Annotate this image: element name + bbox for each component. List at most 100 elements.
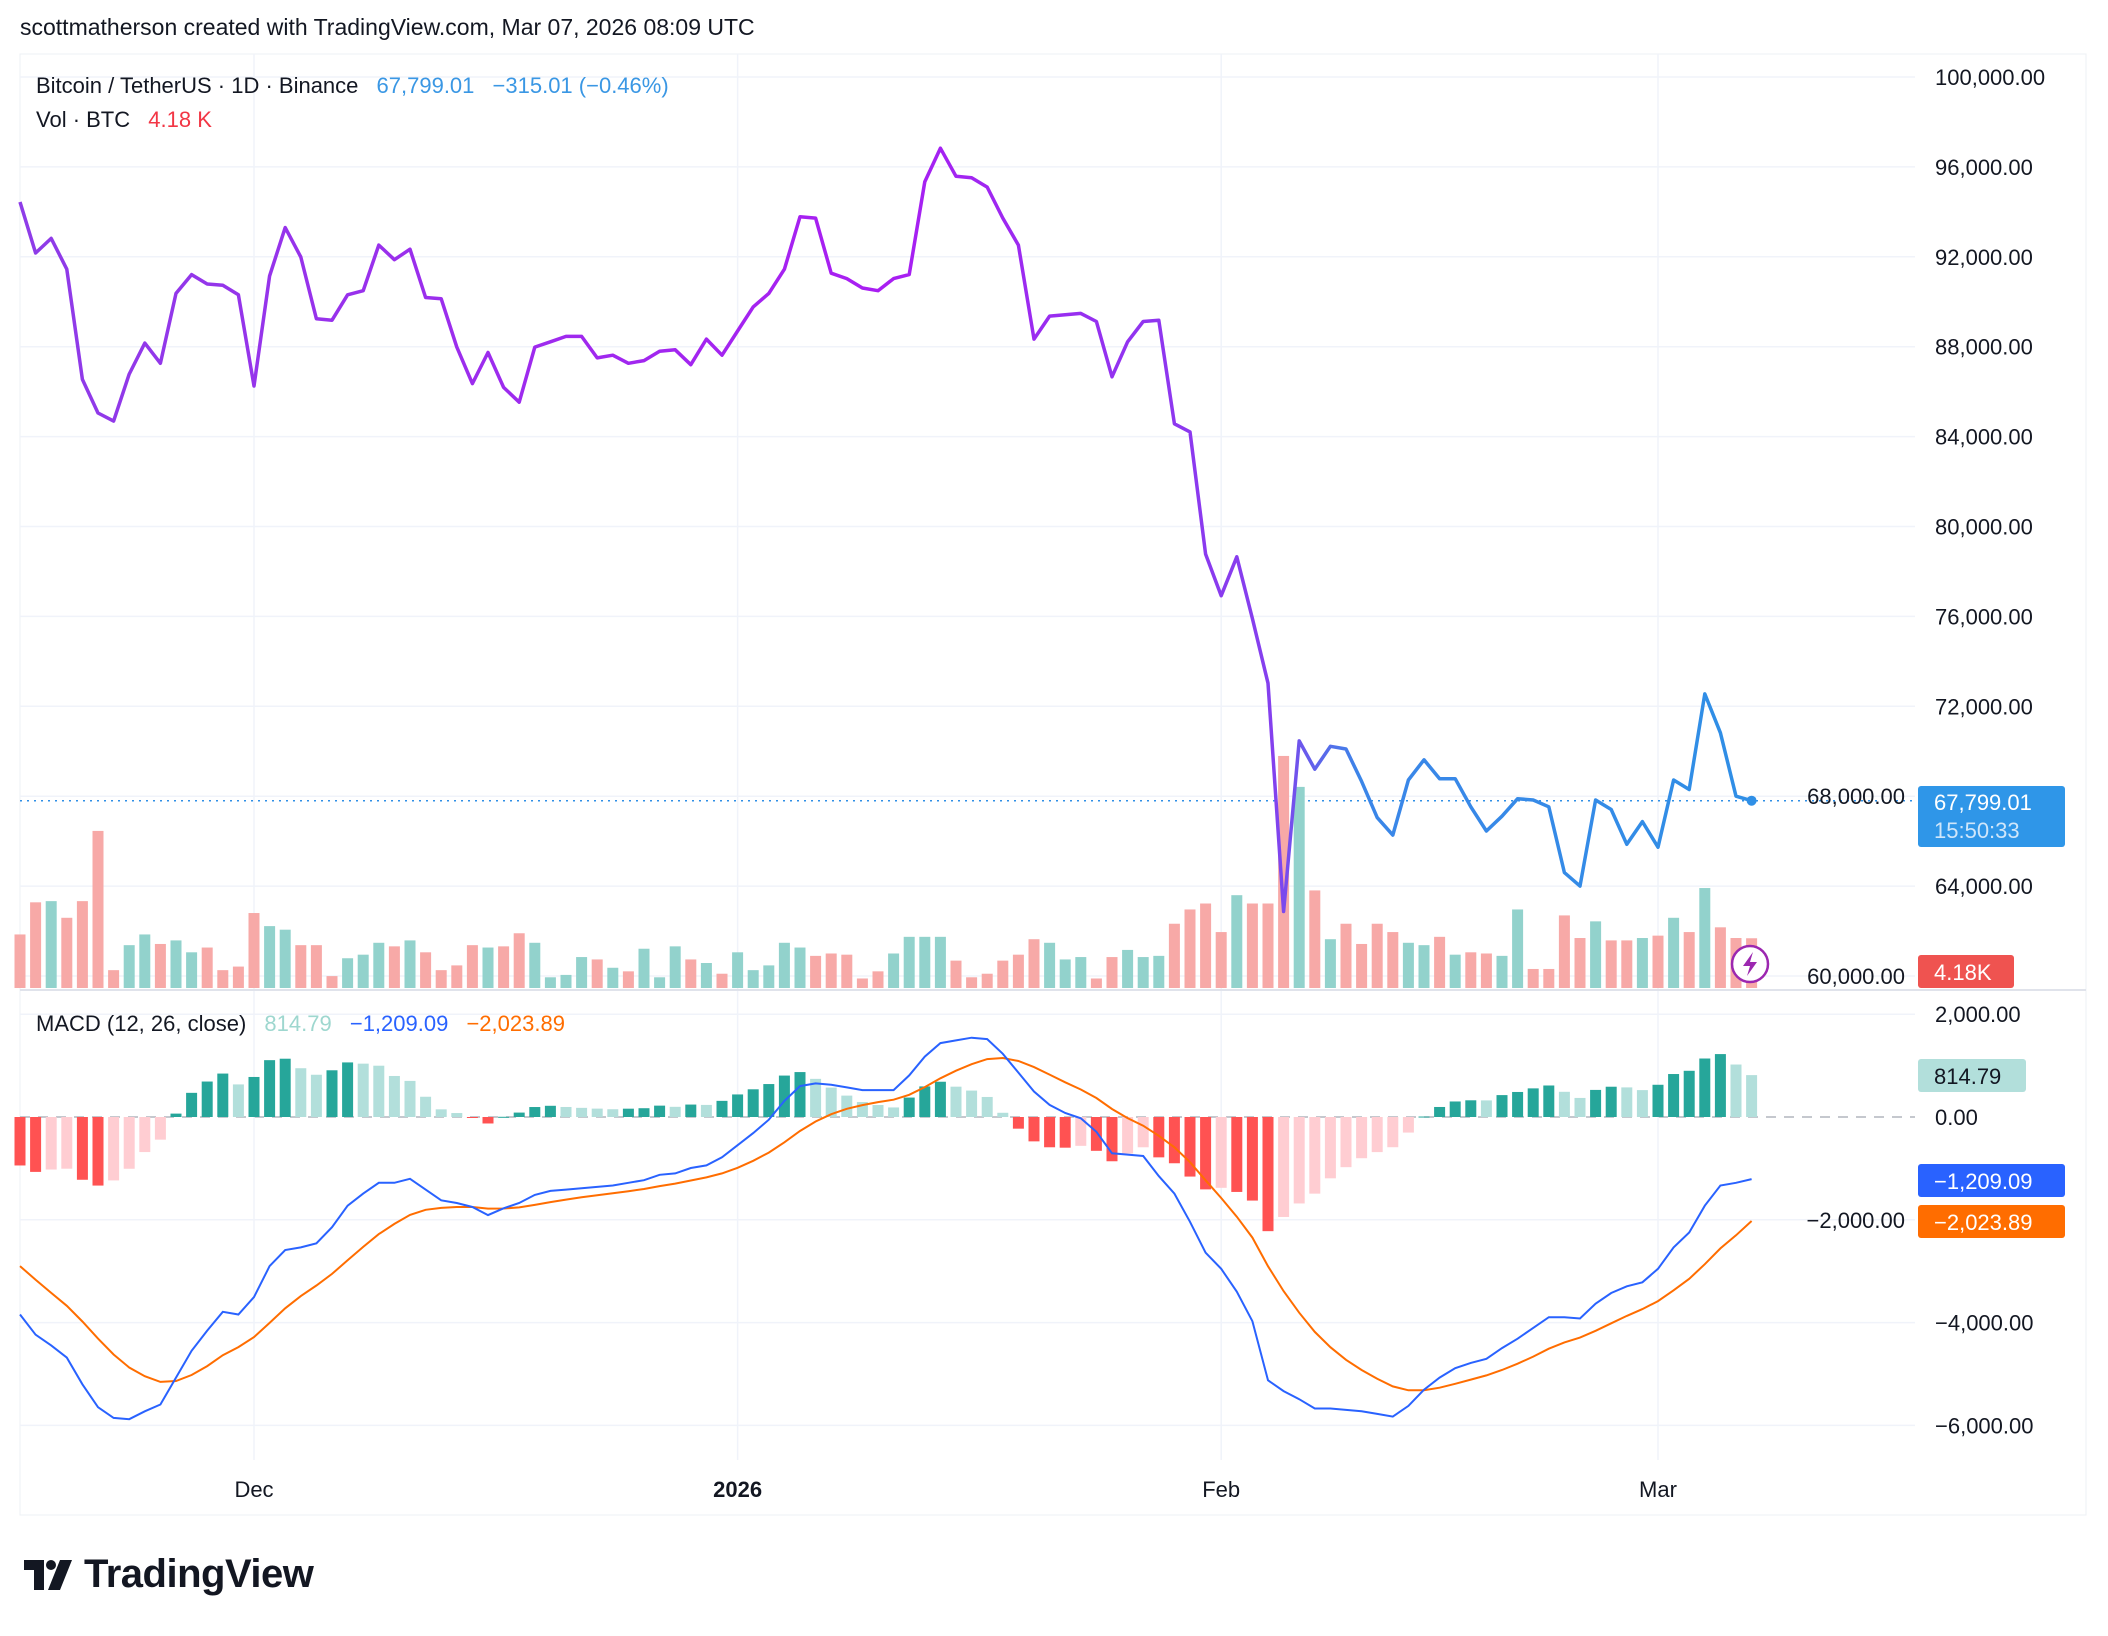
price-tick-label: 100,000.00 (1935, 65, 2045, 90)
histogram-bar (154, 1117, 166, 1140)
tradingview-logo-text: TradingView (84, 1552, 314, 1596)
volume-bar (30, 902, 42, 988)
histogram-bar (1402, 1117, 1414, 1133)
price-tick-label: 84,000.00 (1935, 425, 2033, 450)
volume-bar (841, 954, 853, 988)
price-tick-label: 72,000.00 (1935, 694, 2033, 719)
histogram-bar (1356, 1117, 1368, 1159)
volume-bar (1090, 978, 1102, 988)
histogram-bar (1231, 1117, 1243, 1192)
legend-change: −315.01 (−0.46%) (493, 73, 669, 98)
volume-bar (1465, 952, 1477, 988)
volume-bar (1137, 957, 1149, 988)
volume-bar (1652, 935, 1664, 988)
volume-bar (1512, 909, 1524, 988)
histogram-bar (1699, 1058, 1711, 1117)
histogram-bar (872, 1105, 884, 1117)
volume-bar (1356, 943, 1368, 988)
volume-bar (654, 977, 666, 988)
volume-bar (1605, 940, 1617, 988)
histogram-bar (61, 1117, 73, 1169)
volume-bar (747, 970, 759, 988)
histogram-bar (747, 1089, 759, 1117)
volume-bar (1012, 954, 1024, 988)
legend-macd-hist: 814.79 (264, 1011, 331, 1036)
histogram-bar (560, 1106, 572, 1117)
histogram-bar (903, 1097, 915, 1117)
legend-symbol: Bitcoin / TetherUS · 1D · Binance (36, 73, 358, 98)
volume-bar (357, 954, 369, 988)
histogram-bar (1434, 1106, 1446, 1117)
volume-bar (513, 933, 525, 988)
volume-label: 4.18K (1918, 955, 2014, 988)
volume-bar (373, 942, 385, 988)
volume-bar (1324, 939, 1336, 988)
lightning-icon[interactable] (1730, 944, 1770, 984)
volume-bar (966, 977, 978, 988)
price-tick-label: 88,000.00 (1935, 335, 2033, 360)
legend-macd: MACD (12, 26, close) 814.79 −1,209.09 −2… (36, 1011, 565, 1036)
histogram-bar (435, 1109, 447, 1117)
histogram-bar (14, 1117, 26, 1166)
volume-bars (14, 755, 1758, 988)
volume-bar (763, 965, 775, 988)
histogram-bar (420, 1096, 432, 1117)
volume-bar (92, 830, 104, 988)
volume-bar (1200, 903, 1212, 988)
histogram-bar (1652, 1084, 1664, 1117)
volume-bar (170, 940, 182, 988)
histogram-bar (357, 1063, 369, 1117)
histogram-bar (513, 1112, 525, 1117)
volume-bar (123, 945, 135, 988)
volume-bar (529, 942, 541, 988)
macd-tick-label: −2,000.00 (1807, 1208, 1905, 1233)
histogram-bar (201, 1081, 213, 1117)
volume-bar (1558, 915, 1570, 988)
legend-vol-value: 4.18 K (148, 107, 212, 132)
price-tick-label: 76,000.00 (1935, 604, 2033, 629)
volume-bar (435, 970, 447, 988)
signal-line (19, 1056, 1753, 1392)
histogram-bar (310, 1074, 322, 1117)
price-label: 67,799.01 15:50:33 (1918, 786, 2065, 847)
volume-bar (732, 952, 744, 988)
volume-bar (1418, 945, 1430, 988)
volume-bar (420, 952, 432, 988)
volume-bar (139, 934, 151, 988)
histogram-bar (1262, 1117, 1274, 1232)
price-label-value: 67,799.01 (1934, 790, 2032, 815)
volume-bar (1293, 786, 1305, 988)
macd-tick-label: 0.00 (1935, 1105, 1978, 1130)
histogram-bar (1465, 1100, 1477, 1117)
histogram-bar (1153, 1117, 1165, 1158)
histogram-bar (123, 1117, 135, 1169)
volume-bar (1480, 953, 1492, 988)
histogram-bar (76, 1117, 88, 1180)
volume-bar (451, 965, 463, 988)
histogram-bar (186, 1092, 198, 1117)
histogram-bar (1636, 1090, 1648, 1117)
histogram-bar (1137, 1117, 1149, 1148)
volume-bar (1636, 938, 1648, 988)
axes[interactable]: 100,000.00 96,000.00 92,000.00 88,000.00 84,… (234, 65, 2045, 1502)
histogram-bar (716, 1100, 728, 1117)
volume-bar (1683, 932, 1695, 988)
histogram-bar (45, 1117, 57, 1170)
tradingview-logo[interactable]: TradingView (24, 1552, 314, 1597)
histogram-bar (966, 1090, 978, 1117)
histogram-bar (794, 1072, 806, 1117)
histogram-bar (607, 1109, 619, 1117)
histogram-bar (1122, 1117, 1134, 1154)
histogram-bar (217, 1073, 229, 1117)
volume-bar (466, 945, 478, 988)
macd-tick-label: −4,000.00 (1935, 1311, 2033, 1336)
legend-volume: Vol · BTC 4.18 K (36, 107, 212, 132)
macd-tick-label: −6,000.00 (1935, 1413, 2033, 1438)
histogram-bar (1293, 1117, 1305, 1204)
volume-bar (342, 958, 354, 988)
histogram-bar (825, 1087, 837, 1117)
time-tick-label: 2026 (713, 1477, 762, 1502)
histogram-bar (232, 1084, 244, 1117)
volume-bar (1184, 909, 1196, 988)
